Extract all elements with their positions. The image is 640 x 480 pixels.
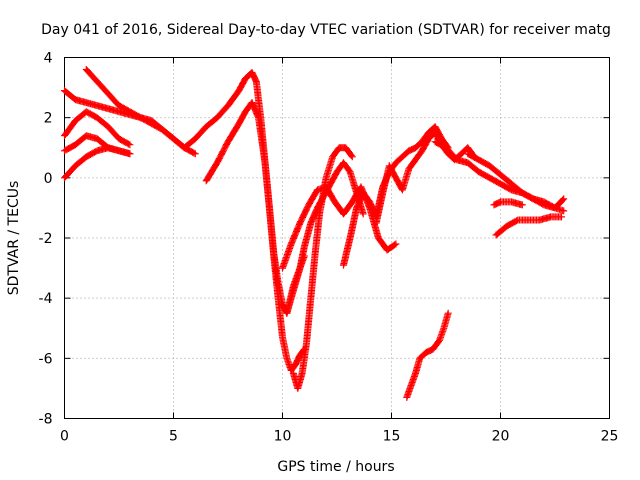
y-tick-label: -2: [39, 231, 53, 247]
plus-markers: [202, 99, 308, 374]
series-track-n: [490, 198, 526, 209]
axis-ticks: 0 5 10 15 20 25 -8 -6 -4 -2 0 2 4: [39, 51, 619, 445]
y-tick-label: -4: [39, 291, 53, 307]
series-track-e: [61, 144, 134, 182]
series-track-m: [464, 150, 568, 212]
x-tick-label: 25: [601, 429, 619, 445]
y-tick-label: 4: [44, 51, 53, 67]
series-track-f: [202, 99, 308, 374]
chart-title: Day 041 of 2016, Sidereal Day-to-day VTE…: [41, 22, 611, 38]
y-tick-label: 0: [44, 171, 53, 187]
x-tick-label: 5: [169, 429, 178, 445]
plus-markers: [82, 66, 199, 158]
y-tick-label: 2: [44, 111, 53, 127]
y-tick-label: -6: [39, 351, 53, 367]
plus-markers: [464, 150, 568, 212]
plus-markers: [492, 213, 565, 239]
data-points: [61, 66, 568, 401]
x-tick-label: 0: [60, 429, 69, 445]
plus-markers: [61, 108, 134, 149]
y-axis-label: SDTVAR / TECUs: [6, 181, 22, 296]
plus-markers: [403, 309, 452, 401]
series-track-p: [403, 309, 452, 401]
x-tick-label: 15: [383, 429, 401, 445]
x-axis-label: GPS time / hours: [277, 459, 394, 475]
grid: [64, 57, 610, 419]
y-tick-label: -8: [39, 412, 53, 428]
series-track-o: [492, 213, 565, 239]
series-track-b: [82, 66, 199, 158]
series-track-c: [61, 108, 134, 149]
plus-markers: [490, 198, 526, 209]
x-tick-label: 10: [274, 429, 292, 445]
x-tick-label: 20: [492, 429, 510, 445]
plus-markers: [61, 144, 134, 182]
